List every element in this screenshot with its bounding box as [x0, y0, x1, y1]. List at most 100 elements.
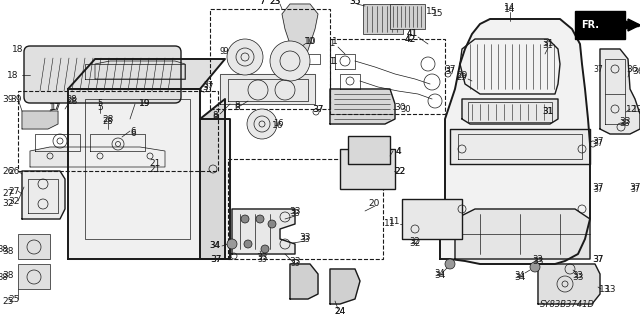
Text: 4: 4 [396, 146, 402, 155]
Text: 33: 33 [289, 257, 301, 266]
Text: 37: 37 [629, 182, 640, 191]
Text: 33: 33 [620, 116, 631, 125]
Text: 34: 34 [515, 273, 525, 283]
Polygon shape [200, 99, 225, 259]
Text: 38: 38 [0, 272, 8, 281]
Text: 18: 18 [12, 44, 24, 54]
Text: 12: 12 [627, 105, 637, 114]
Text: 34: 34 [210, 241, 220, 250]
Text: 33: 33 [290, 210, 300, 219]
Text: 28: 28 [102, 115, 114, 123]
Text: 1: 1 [330, 39, 335, 48]
Text: 37: 37 [592, 137, 604, 145]
Polygon shape [450, 129, 590, 164]
Text: 36: 36 [632, 66, 640, 76]
Text: 17: 17 [50, 102, 60, 112]
Text: 9: 9 [220, 47, 225, 56]
Text: 37: 37 [630, 184, 640, 194]
Text: 37: 37 [593, 139, 603, 149]
Text: 1: 1 [330, 56, 335, 65]
Bar [210, 9, 330, 109]
Text: 10: 10 [305, 36, 316, 46]
Text: 20: 20 [369, 199, 380, 209]
Text: 37: 37 [313, 105, 323, 114]
Text: 26: 26 [3, 167, 13, 176]
Text: 32: 32 [3, 199, 13, 209]
Text: 33: 33 [289, 207, 301, 217]
Bar [228, 159, 383, 259]
Polygon shape [68, 89, 230, 259]
Text: 30: 30 [400, 105, 411, 114]
Text: 41: 41 [406, 29, 418, 39]
Text: 37: 37 [444, 64, 456, 73]
Text: 29: 29 [456, 71, 468, 80]
Text: 24: 24 [334, 307, 346, 315]
Polygon shape [68, 59, 225, 89]
Text: 22: 22 [394, 167, 406, 175]
Polygon shape [440, 19, 590, 264]
Text: 37: 37 [593, 64, 603, 73]
Polygon shape [330, 89, 395, 124]
Text: 37: 37 [592, 255, 604, 263]
Text: 33: 33 [572, 273, 584, 283]
Bar [18, 91, 218, 171]
Text: 39: 39 [3, 94, 13, 103]
Text: 33: 33 [532, 256, 544, 265]
Bar [18, 264, 50, 289]
Polygon shape [462, 99, 558, 124]
Circle shape [530, 262, 540, 272]
Text: 12: 12 [632, 105, 640, 114]
Text: 9: 9 [222, 47, 228, 56]
Text: 17: 17 [49, 102, 61, 112]
Text: 22: 22 [394, 167, 406, 175]
Bar [348, 136, 390, 164]
Bar [468, 102, 552, 122]
Polygon shape [455, 209, 590, 259]
Circle shape [445, 259, 455, 269]
Polygon shape [330, 269, 360, 304]
Text: 4: 4 [395, 146, 401, 155]
Text: 28: 28 [67, 97, 77, 106]
Text: 23: 23 [269, 0, 281, 5]
Text: 36: 36 [627, 64, 637, 73]
Text: 5: 5 [97, 102, 103, 112]
Text: 37: 37 [593, 255, 603, 263]
Text: 38: 38 [3, 247, 13, 256]
Text: 33: 33 [532, 255, 543, 263]
Polygon shape [628, 19, 640, 31]
Text: 37: 37 [593, 184, 603, 194]
Bar [85, 99, 190, 239]
Circle shape [247, 109, 277, 139]
Text: 26: 26 [8, 167, 19, 175]
Text: 31: 31 [543, 107, 554, 115]
Text: 8: 8 [234, 102, 240, 112]
Text: 33: 33 [256, 253, 268, 262]
Circle shape [241, 215, 249, 223]
Text: 35: 35 [349, 0, 361, 5]
Text: 29: 29 [457, 72, 467, 81]
Text: 38: 38 [3, 271, 13, 280]
Bar [18, 234, 50, 259]
Polygon shape [22, 171, 65, 219]
Text: 27: 27 [8, 187, 19, 196]
Text: 19: 19 [140, 100, 151, 108]
Text: 37: 37 [592, 182, 604, 191]
Circle shape [270, 41, 310, 81]
Polygon shape [282, 4, 318, 59]
Polygon shape [538, 264, 600, 304]
Text: 30: 30 [394, 102, 406, 112]
Text: 41: 41 [407, 29, 417, 39]
Text: 8: 8 [212, 113, 218, 122]
Text: 15: 15 [426, 6, 438, 16]
Text: 18: 18 [6, 70, 18, 79]
Text: 32: 32 [410, 236, 420, 246]
Text: 37: 37 [211, 255, 221, 263]
Text: 32: 32 [8, 197, 19, 205]
Text: 13: 13 [599, 285, 611, 293]
Text: 1: 1 [332, 36, 338, 46]
Bar [363, 4, 403, 34]
Text: 34: 34 [209, 241, 221, 250]
Text: 42: 42 [404, 34, 415, 43]
Text: 10: 10 [304, 36, 316, 46]
Bar [330, 39, 445, 114]
